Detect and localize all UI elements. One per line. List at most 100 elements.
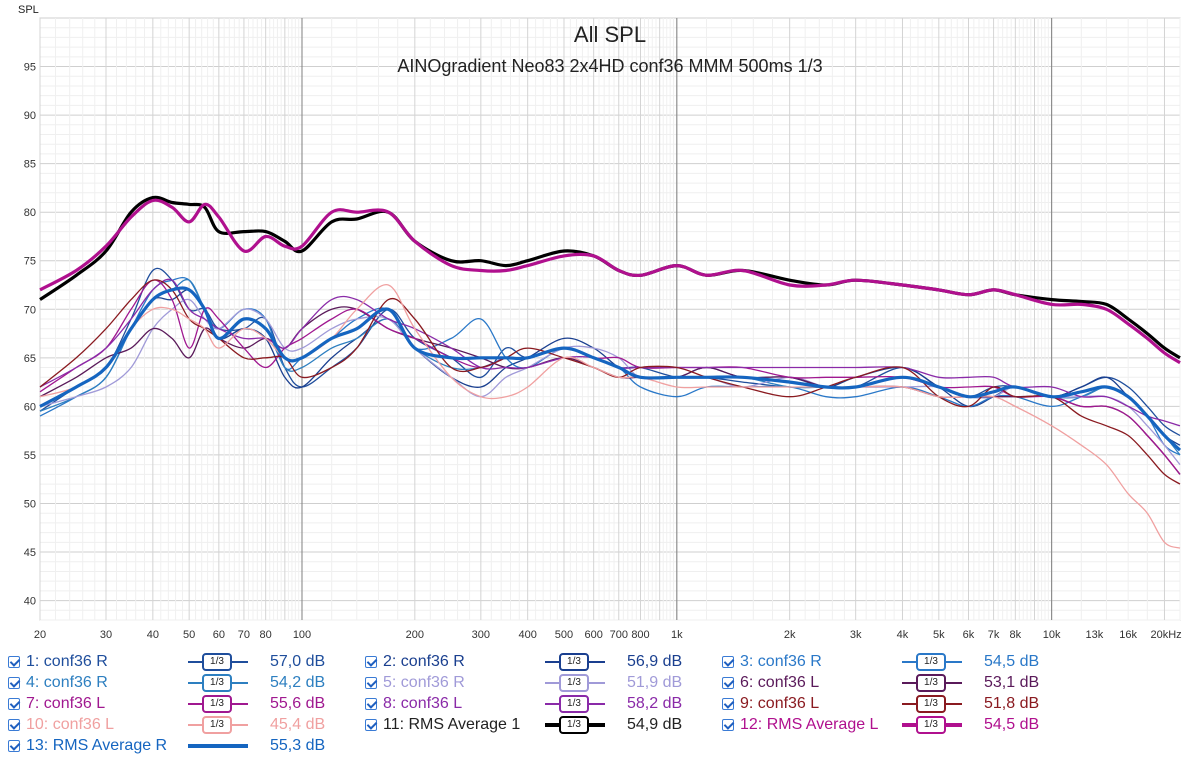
legend: 1: conf36 R 1/3 57,0 dB 2: conf36 R 1/3 56,9 … xyxy=(0,650,1200,758)
y-tick-label: 60 xyxy=(24,401,36,413)
legend-label: 11: RMS Average 1 xyxy=(383,716,521,733)
x-tick-label: 10k xyxy=(1043,629,1061,641)
series-line-12 xyxy=(39,198,1181,365)
x-tick-label: 2k xyxy=(784,629,796,641)
axes: 40 45 50 55 60 65 70 75 80 85 90 95 20 30 40 50 60 70 80 10… xyxy=(24,62,1182,641)
y-tick-label: 75 xyxy=(24,256,36,268)
legend-item[interactable]: 9: conf36 L 1/3 51,8 dB xyxy=(722,695,1072,715)
legend-label: 12: RMS Average L xyxy=(740,716,879,733)
legend-value: 51,8 dB xyxy=(984,695,1040,712)
y-tick-label: 50 xyxy=(24,498,36,510)
x-tick-label: 50 xyxy=(183,629,195,641)
legend-item[interactable]: 11: RMS Average 1 1/3 54,9 dB xyxy=(365,716,715,736)
legend-checkbox[interactable] xyxy=(722,677,734,689)
legend-checkbox[interactable] xyxy=(722,698,734,710)
legend-checkbox[interactable] xyxy=(8,698,20,710)
y-tick-label: 70 xyxy=(24,304,36,316)
x-tick-label: 7k xyxy=(988,629,1000,641)
legend-label: 8: conf36 L xyxy=(383,695,463,712)
x-tick-label: 4k xyxy=(897,629,909,641)
series-line-10 xyxy=(39,284,1181,549)
legend-label: 13: RMS Average R xyxy=(26,737,168,754)
chart-title: All SPL xyxy=(574,22,646,47)
legend-value: 45,4 dB xyxy=(270,716,326,733)
legend-item[interactable]: 5: conf36 R 1/3 51,9 dB xyxy=(365,674,715,694)
legend-item[interactable]: 13: RMS Average R 55,3 dB xyxy=(8,737,358,757)
legend-checkbox[interactable] xyxy=(722,719,734,731)
legend-value: 55,6 dB xyxy=(270,695,326,712)
smoothing-badge[interactable]: 1/3 xyxy=(202,716,232,734)
x-tick-label: 40 xyxy=(147,629,159,641)
series-line-13 xyxy=(39,286,1182,452)
x-tick-label: 700 xyxy=(610,629,628,641)
legend-value: 53,1 dB xyxy=(984,674,1040,691)
legend-label: 3: conf36 R xyxy=(740,653,822,670)
y-tick-label: 65 xyxy=(24,353,36,365)
chart-subtitle: AINOgradient Neo83 2x4HD conf36 MMM 500m… xyxy=(397,56,822,76)
legend-value: 54,5 dB xyxy=(984,653,1040,670)
x-tick-label: 20kHz xyxy=(1150,629,1181,641)
x-tick-label: 5k xyxy=(933,629,945,641)
legend-checkbox[interactable] xyxy=(365,698,377,710)
smoothing-badge[interactable]: 1/3 xyxy=(559,695,589,713)
legend-label: 7: conf36 L xyxy=(26,695,106,712)
x-tick-label: 6k xyxy=(963,629,975,641)
legend-checkbox[interactable] xyxy=(365,656,377,668)
legend-value: 57,0 dB xyxy=(270,653,326,670)
x-tick-label: 100 xyxy=(293,629,311,641)
x-tick-label: 500 xyxy=(555,629,573,641)
smoothing-badge[interactable]: 1/3 xyxy=(202,653,232,671)
legend-item[interactable]: 3: conf36 R 1/3 54,5 dB xyxy=(722,653,1072,673)
legend-label: 1: conf36 R xyxy=(26,653,108,670)
legend-label: 4: conf36 R xyxy=(26,674,108,691)
legend-item[interactable]: 8: conf36 L 1/3 58,2 dB xyxy=(365,695,715,715)
legend-checkbox[interactable] xyxy=(8,656,20,668)
smoothing-badge[interactable]: 1/3 xyxy=(202,674,232,692)
smoothing-badge[interactable]: 1/3 xyxy=(916,716,946,734)
legend-item[interactable]: 7: conf36 L 1/3 55,6 dB xyxy=(8,695,358,715)
x-tick-label: 1k xyxy=(671,629,683,641)
legend-label: 2: conf36 R xyxy=(383,653,465,670)
legend-checkbox[interactable] xyxy=(365,719,377,731)
x-tick-label: 300 xyxy=(472,629,490,641)
legend-checkbox[interactable] xyxy=(8,740,20,752)
x-tick-label: 3k xyxy=(850,629,862,641)
legend-item[interactable]: 10: conf36 L 1/3 45,4 dB xyxy=(8,716,358,736)
y-tick-label: 55 xyxy=(24,450,36,462)
x-tick-label: 400 xyxy=(518,629,536,641)
legend-item[interactable]: 1: conf36 R 1/3 57,0 dB xyxy=(8,653,358,673)
x-tick-label: 200 xyxy=(406,629,424,641)
x-tick-label: 800 xyxy=(631,629,649,641)
x-tick-label: 60 xyxy=(213,629,225,641)
legend-item[interactable]: 2: conf36 R 1/3 56,9 dB xyxy=(365,653,715,673)
legend-label: 9: conf36 L xyxy=(740,695,820,712)
legend-checkbox[interactable] xyxy=(722,656,734,668)
smoothing-badge[interactable]: 1/3 xyxy=(916,695,946,713)
smoothing-badge[interactable]: 1/3 xyxy=(559,653,589,671)
legend-value: 58,2 dB xyxy=(627,695,683,712)
legend-checkbox[interactable] xyxy=(8,719,20,731)
legend-label: 10: conf36 L xyxy=(26,716,115,733)
x-tick-label: 16k xyxy=(1119,629,1137,641)
legend-label: 5: conf36 R xyxy=(383,674,465,691)
smoothing-badge[interactable]: 1/3 xyxy=(916,653,946,671)
legend-value: 54,9 dB xyxy=(627,716,683,733)
x-tick-label: 80 xyxy=(260,629,272,641)
smoothing-badge[interactable]: 1/3 xyxy=(202,695,232,713)
y-axis-label: SPL xyxy=(18,4,39,16)
x-tick-label: 13k xyxy=(1085,629,1103,641)
legend-item[interactable]: 6: conf36 L 1/3 53,1 dB xyxy=(722,674,1072,694)
legend-checkbox[interactable] xyxy=(8,677,20,689)
series-layer xyxy=(39,195,1182,549)
legend-value: 55,3 dB xyxy=(270,737,326,754)
y-tick-label: 45 xyxy=(24,547,36,559)
legend-item[interactable]: 12: RMS Average L 1/3 54,5 dB xyxy=(722,716,1072,736)
legend-item[interactable]: 4: conf36 R 1/3 54,2 dB xyxy=(8,674,358,694)
y-tick-label: 85 xyxy=(24,159,36,171)
smoothing-badge[interactable]: 1/3 xyxy=(559,716,589,734)
spl-chart: 40 45 50 55 60 65 70 75 80 85 90 95 20 30 40 50 60 70 80 10… xyxy=(18,4,1182,641)
smoothing-badge[interactable]: 1/3 xyxy=(916,674,946,692)
x-tick-label: 30 xyxy=(100,629,112,641)
legend-checkbox[interactable] xyxy=(365,677,377,689)
smoothing-badge[interactable]: 1/3 xyxy=(559,674,589,692)
